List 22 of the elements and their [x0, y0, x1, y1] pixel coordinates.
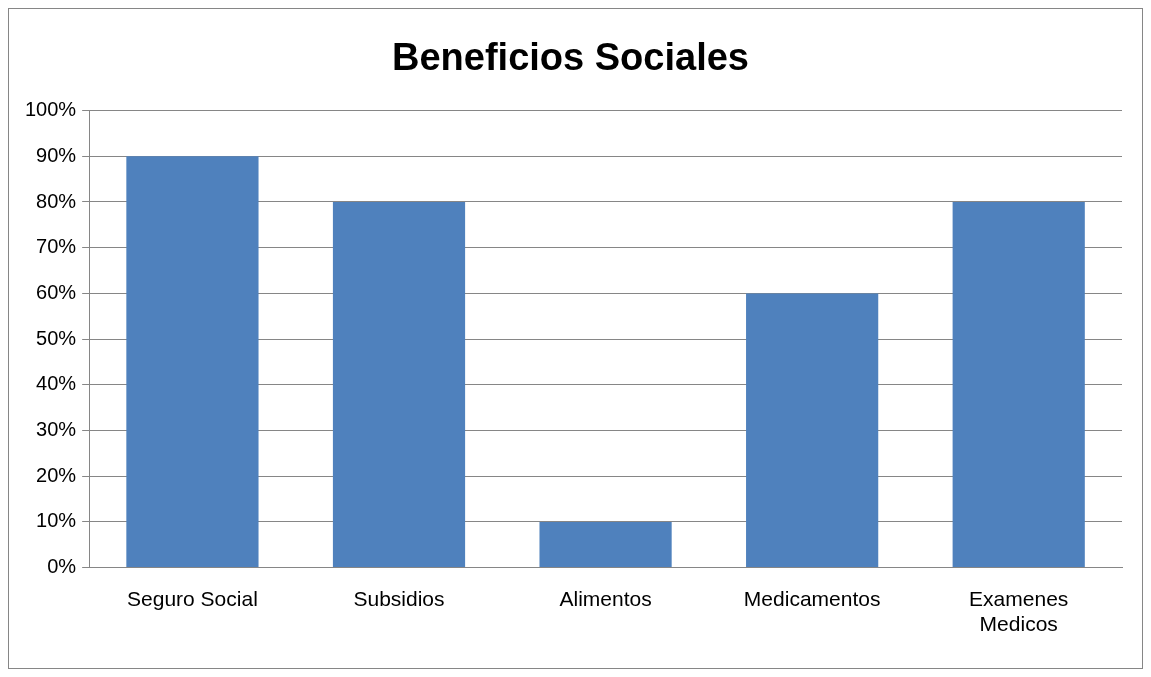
bar	[952, 202, 1085, 568]
y-tick-label: 60%	[36, 280, 77, 303]
y-tick-label: 50%	[36, 326, 77, 349]
y-tick-label: 100%	[25, 98, 77, 121]
x-tick-label: Subsidios	[353, 587, 445, 610]
y-tick-label: 80%	[36, 189, 77, 212]
y-tick-label: 10%	[36, 509, 77, 532]
y-tick-label: 20%	[36, 463, 77, 486]
x-tick-label: Medicamentos	[743, 587, 881, 610]
bar	[539, 521, 672, 568]
y-tick-label: 0%	[47, 555, 77, 578]
chart-title: Beneficios Sociales	[392, 36, 749, 79]
y-tick-label: 40%	[36, 372, 77, 395]
y-tick-label: 90%	[36, 143, 77, 166]
x-tick-label: Alimentos	[559, 587, 652, 610]
x-tick-label: Seguro Social	[127, 587, 258, 610]
y-tick-label: 30%	[36, 418, 77, 441]
y-tick-label: 70%	[36, 235, 77, 258]
bar	[332, 202, 466, 568]
bar	[746, 293, 879, 568]
x-tick-label: Examenes Medicos	[969, 587, 1069, 636]
bar	[126, 156, 259, 568]
